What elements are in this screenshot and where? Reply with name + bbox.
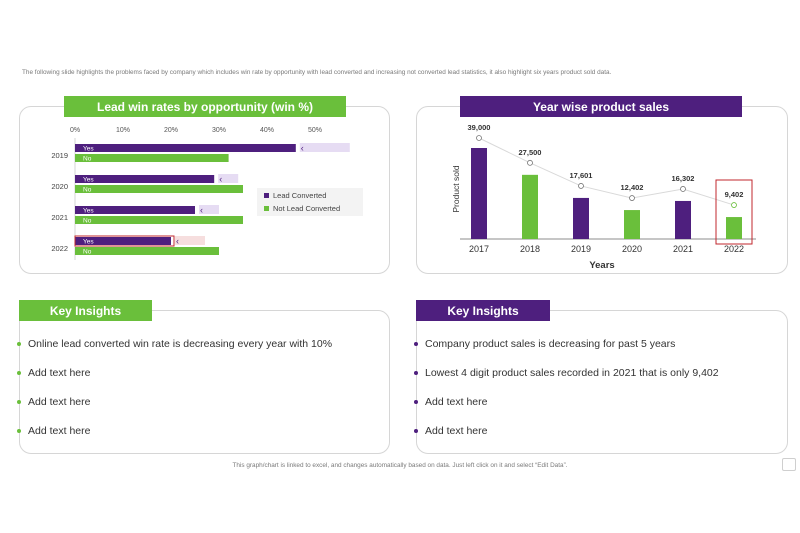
bullet-icon bbox=[414, 429, 418, 433]
lead-win-chart-title: Lead win rates by opportunity (win %) bbox=[64, 96, 346, 117]
sales-bar bbox=[471, 148, 487, 239]
previous-value-marker bbox=[175, 236, 205, 245]
insights-right-list: Company product sales is decreasing for … bbox=[414, 338, 784, 454]
x-tick-label: 30% bbox=[212, 127, 226, 134]
slide-corner-box bbox=[782, 458, 796, 471]
bar-not-lead-converted bbox=[75, 216, 243, 224]
insight-item: Add text here bbox=[17, 396, 387, 425]
bullet-icon bbox=[17, 342, 21, 346]
x-tick-label: 2017 bbox=[469, 244, 489, 254]
chevron-left-icon: ‹ bbox=[219, 174, 222, 184]
legend-swatch bbox=[264, 206, 269, 211]
bar-label: No bbox=[83, 187, 92, 194]
y-tick-label: 2022 bbox=[51, 244, 68, 253]
x-tick-label: 40% bbox=[260, 127, 274, 134]
sales-bar bbox=[675, 200, 691, 239]
trend-point bbox=[578, 183, 584, 189]
insight-item: Online lead converted win rate is decrea… bbox=[17, 338, 387, 367]
insights-left-list: Online lead converted win rate is decrea… bbox=[17, 338, 387, 454]
x-tick-label: 2018 bbox=[520, 244, 540, 254]
insight-item: Add text here bbox=[414, 396, 784, 425]
bar-label: No bbox=[83, 249, 92, 256]
bar-label: Yes bbox=[83, 177, 94, 184]
x-tick-label: 10% bbox=[116, 127, 130, 134]
x-tick-label: 50% bbox=[308, 127, 322, 134]
x-tick-label: 2020 bbox=[622, 244, 642, 254]
trend-line bbox=[478, 137, 735, 206]
data-label: 12,402 bbox=[621, 183, 644, 192]
x-tick-label: 20% bbox=[164, 127, 178, 134]
previous-value-marker bbox=[199, 205, 219, 214]
data-label: 9,402 bbox=[725, 190, 744, 199]
bar-label: Yes bbox=[83, 146, 94, 153]
sales-bar bbox=[624, 210, 640, 239]
footer-note: This graph/chart is linked to excel, and… bbox=[232, 462, 568, 469]
chevron-left-icon: ‹ bbox=[301, 143, 304, 153]
insight-item: Add text here bbox=[17, 367, 387, 396]
x-tick-label: 2019 bbox=[571, 244, 591, 254]
insight-item: Add text here bbox=[414, 425, 784, 454]
insights-left-title: Key Insights bbox=[19, 300, 152, 321]
bar-not-lead-converted bbox=[75, 154, 229, 162]
intro-text: The following slide highlights the probl… bbox=[22, 69, 612, 76]
data-label: 17,601 bbox=[570, 171, 593, 180]
x-tick-label: 0% bbox=[70, 127, 80, 134]
legend-swatch bbox=[264, 193, 269, 198]
chevron-left-icon: ‹ bbox=[176, 236, 179, 246]
bar-label: Yes bbox=[83, 208, 94, 215]
trend-point bbox=[731, 202, 737, 208]
insights-right-panel bbox=[416, 310, 788, 454]
insight-item: Company product sales is decreasing for … bbox=[414, 338, 784, 367]
sales-bar bbox=[522, 174, 538, 239]
product-sales-chart-title: Year wise product sales bbox=[460, 96, 742, 117]
bar-label: Yes bbox=[83, 239, 94, 246]
x-tick-label: 2021 bbox=[673, 244, 693, 254]
bullet-icon bbox=[414, 342, 418, 346]
bar-label: No bbox=[83, 218, 92, 225]
bar-label: No bbox=[83, 156, 92, 163]
product-sales-chart[interactable]: Product sold 2017 39,000 2018 27,500 2019 17,6… bbox=[416, 114, 788, 274]
insight-item: Lowest 4 digit product sales recorded in… bbox=[414, 367, 784, 396]
bullet-icon bbox=[17, 371, 21, 375]
sales-bar bbox=[573, 197, 589, 239]
bullet-icon bbox=[17, 400, 21, 404]
previous-value-marker bbox=[218, 174, 239, 183]
insights-right-title: Key Insights bbox=[416, 300, 550, 321]
insights-left-panel bbox=[19, 310, 390, 454]
lead-win-chart[interactable]: 0% 10% 20% 30% 40% 50% 2019 ‹ Yes No 2020 ‹ Yes No 202… bbox=[20, 120, 390, 270]
sales-bar bbox=[726, 217, 742, 239]
bullet-icon bbox=[414, 400, 418, 404]
y-tick-label: 2019 bbox=[51, 151, 68, 160]
bar-lead-converted bbox=[75, 237, 171, 245]
highlight-box bbox=[74, 235, 175, 247]
trend-point bbox=[680, 186, 686, 192]
bar-lead-converted bbox=[75, 144, 296, 152]
x-axis-label: Years bbox=[589, 260, 614, 271]
legend-label: Lead Converted bbox=[273, 191, 326, 200]
y-tick-label: 2020 bbox=[51, 182, 68, 191]
previous-value-marker bbox=[299, 143, 350, 152]
y-tick-label: 2021 bbox=[51, 213, 68, 222]
x-tick-label: 2022 bbox=[724, 244, 744, 254]
data-label: 39,000 bbox=[468, 123, 491, 132]
chevron-left-icon: ‹ bbox=[200, 205, 203, 215]
data-label: 16,302 bbox=[672, 174, 695, 183]
data-label: 27,500 bbox=[519, 148, 542, 157]
y-axis-label: Product sold bbox=[451, 165, 461, 213]
highlight-box bbox=[715, 179, 753, 245]
trend-point bbox=[629, 195, 635, 201]
bar-not-lead-converted bbox=[75, 247, 219, 255]
bar-lead-converted bbox=[75, 206, 195, 214]
trend-point bbox=[527, 159, 533, 166]
legend-box bbox=[257, 188, 363, 216]
bullet-icon bbox=[414, 371, 418, 375]
legend-label: Not Lead Converted bbox=[273, 204, 340, 213]
insight-item: Add text here bbox=[17, 425, 387, 454]
bar-not-lead-converted bbox=[75, 185, 243, 193]
bar-lead-converted bbox=[75, 175, 215, 183]
bullet-icon bbox=[17, 429, 21, 433]
trend-point bbox=[476, 135, 482, 141]
